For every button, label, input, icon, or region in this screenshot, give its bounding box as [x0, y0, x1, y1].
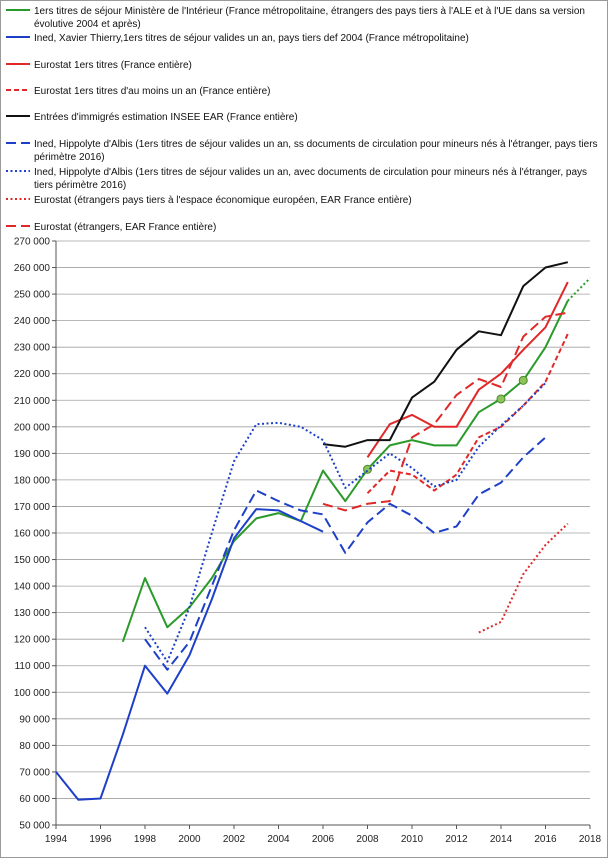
x-tick-label: 2000 — [178, 834, 201, 845]
y-tick-label: 190 000 — [14, 449, 51, 460]
series-line-8 — [478, 522, 569, 634]
y-tick-label: 210 000 — [14, 396, 51, 407]
x-tick-label: 2008 — [356, 834, 379, 845]
grid — [56, 240, 590, 826]
series-line-3 — [366, 281, 569, 458]
y-tick-label: 180 000 — [14, 475, 51, 486]
y-tick-label: 120 000 — [14, 635, 51, 646]
y-tick-label: 70 000 — [19, 767, 50, 778]
x-tick-label: 2012 — [445, 834, 468, 845]
y-tick-label: 110 000 — [15, 661, 51, 672]
series-marker — [496, 394, 506, 404]
y-tick-label: 270 000 — [14, 237, 51, 248]
y-tick-label: 60 000 — [19, 794, 50, 805]
y-tick-label: 220 000 — [14, 369, 51, 380]
legend-label-3: Eurostat 1ers titres (France entière) — [34, 60, 192, 71]
legend-label-2: Ined, Xavier Thierry,1ers titres de séjo… — [34, 33, 469, 44]
y-tick-label: 140 000 — [14, 582, 51, 593]
y-tick-label: 130 000 — [14, 608, 51, 619]
x-tick-label: 2006 — [312, 834, 335, 845]
series-lines — [55, 261, 591, 801]
series-line-2 — [55, 508, 324, 801]
series-line-10 — [567, 277, 591, 302]
x-tick-label: 2004 — [267, 834, 290, 845]
series-line-5 — [322, 261, 569, 448]
y-tick-label: 200 000 — [14, 422, 51, 433]
x-tick-label: 2018 — [579, 834, 602, 845]
y-tick-label: 100 000 — [14, 688, 51, 699]
x-tick-label: 1996 — [89, 834, 112, 845]
legend-label-9: Eurostat (étrangers, EAR France entière) — [34, 222, 216, 233]
y-tick-label: 170 000 — [14, 502, 51, 513]
series-line-1 — [121, 300, 569, 643]
series-line-6 — [144, 436, 547, 671]
y-tick-label: 230 000 — [14, 343, 51, 354]
legend-label-6: Ined, Hippolyte d'Albis (1ers titres de … — [34, 139, 598, 163]
x-tick-label: 2014 — [490, 834, 513, 845]
legend-label-4: Eurostat 1ers titres d'au moins un an (F… — [34, 86, 270, 97]
legend-label-7: Ined, Hippolyte d'Albis (1ers titres de … — [34, 167, 587, 191]
y-tick-label: 50 000 — [19, 821, 50, 832]
series-marker — [518, 375, 528, 385]
x-tick-label: 2002 — [223, 834, 246, 845]
x-tick-label: 2010 — [401, 834, 424, 845]
y-tick-label: 90 000 — [19, 714, 50, 725]
legend-label-1: 1ers titres de séjour Ministère de l'Int… — [34, 6, 585, 30]
y-tick-label: 240 000 — [14, 316, 51, 327]
y-tick-label: 150 000 — [14, 555, 51, 566]
y-tick-label: 250 000 — [14, 290, 51, 301]
legend: 1ers titres de séjour Ministère de l'Int… — [6, 6, 598, 233]
legend-label-5: Entrées d'immigrés estimation INSEE EAR … — [34, 112, 298, 123]
legend-label-8: Eurostat (étrangers pays tiers à l'espac… — [34, 195, 412, 206]
axes: 50 000 60 000 70 000 80 000 90 000 100 000 110… — [14, 237, 602, 846]
y-tick-label: 80 000 — [19, 741, 50, 752]
x-tick-label: 1994 — [45, 834, 68, 845]
y-tick-label: 160 000 — [14, 529, 51, 540]
x-tick-label: 2016 — [534, 834, 557, 845]
series-line-7 — [144, 382, 547, 663]
series-line-9 — [322, 311, 568, 512]
y-tick-label: 260 000 — [14, 263, 51, 274]
x-tick-label: 1998 — [134, 834, 157, 845]
series-marker — [363, 464, 372, 474]
